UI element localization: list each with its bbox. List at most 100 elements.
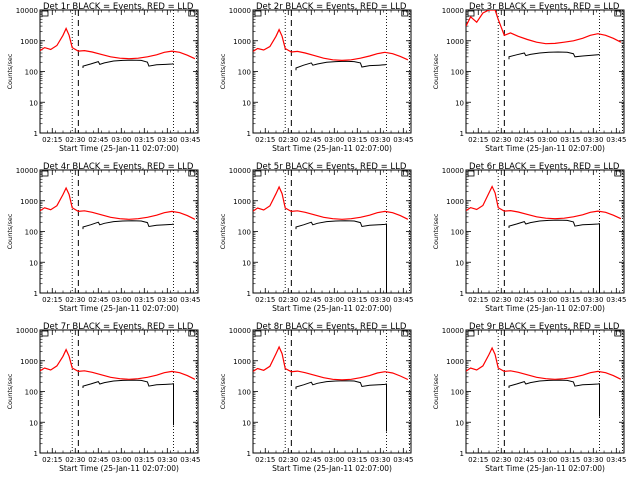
x-tick-label: 02:30 (491, 456, 511, 464)
lld-series-line (253, 28, 409, 62)
y-tick-label: 10 (242, 419, 251, 427)
x-axis-label: Start Time (25-Jan-11 02:07:00) (59, 144, 179, 153)
x-tick-label: 03:30 (157, 136, 177, 144)
y-tick-label: 1 (247, 130, 251, 138)
x-tick-label: 02:45 (301, 136, 321, 144)
y-tick-label: 10 (242, 99, 251, 107)
x-tick-label: 03:30 (370, 456, 390, 464)
y-tick-label: 10000 (16, 327, 38, 335)
x-tick-label: 03:30 (583, 136, 603, 144)
x-tick-label: 03:45 (393, 136, 413, 144)
y-tick-label: 10 (242, 259, 251, 267)
x-tick-label: 03:00 (111, 296, 131, 304)
x-tick-label: 02:30 (278, 296, 298, 304)
corner-marker (41, 10, 49, 17)
x-tick-label: 02:45 (88, 456, 108, 464)
x-tick-label: 02:30 (65, 136, 85, 144)
x-tick-label: 02:45 (88, 296, 108, 304)
x-tick-label: 02:15 (255, 456, 275, 464)
x-tick-label: 03:30 (157, 456, 177, 464)
x-tick-label: 02:15 (468, 456, 488, 464)
y-tick-label: 1 (460, 450, 464, 458)
y-tick-label: 10000 (442, 327, 464, 335)
events-series-line (295, 60, 387, 71)
x-tick-label: 02:45 (301, 456, 321, 464)
y-tick-label: 100 (238, 69, 251, 77)
y-axis-label: Counts/sec (219, 213, 227, 249)
events-series-line (82, 379, 174, 426)
x-tick-label: 02:30 (65, 296, 85, 304)
x-tick-label: 03:45 (393, 456, 413, 464)
x-tick-label: 03:00 (537, 456, 557, 464)
y-tick-label: 1 (34, 450, 38, 458)
x-tick-label: 02:30 (278, 456, 298, 464)
x-tick-label: 03:30 (370, 136, 390, 144)
events-series-line (508, 379, 600, 417)
y-tick-label: 100 (451, 389, 464, 397)
plot-frame (465, 329, 625, 454)
y-tick-label: 1 (247, 290, 251, 298)
corner-marker (188, 330, 196, 337)
panel-title: Det 6r BLACK = Events, RED = LLD (469, 162, 620, 172)
y-axis-label: Counts/sec (6, 373, 14, 409)
detector-panel-5: Det 5r BLACK = Events, RED = LLD 1 10 100 10… (219, 162, 413, 313)
x-tick-label: 02:45 (514, 456, 534, 464)
y-axis-label: Counts/sec (219, 53, 227, 89)
x-tick-label: 03:15 (134, 456, 154, 464)
y-tick-label: 10 (29, 419, 38, 427)
y-axis-label: Counts/sec (6, 213, 14, 249)
x-tick-label: 03:15 (347, 456, 367, 464)
corner-marker (401, 330, 409, 337)
x-tick-label: 03:00 (537, 136, 557, 144)
lld-series-line (253, 185, 409, 220)
x-axis-label: Start Time (25-Jan-11 02:07:00) (272, 144, 392, 153)
x-tick-label: 03:30 (583, 456, 603, 464)
x-axis-label: Start Time (25-Jan-11 02:07:00) (485, 304, 605, 313)
x-tick-label: 02:45 (514, 296, 534, 304)
x-tick-label: 03:45 (606, 456, 626, 464)
x-tick-label: 02:30 (491, 136, 511, 144)
corner-marker (614, 10, 622, 17)
plot-frame (252, 329, 412, 454)
events-series-line (508, 219, 600, 293)
x-tick-label: 03:45 (180, 456, 200, 464)
corner-marker (188, 170, 196, 177)
y-tick-label: 100 (238, 389, 251, 397)
plot-frame (39, 329, 199, 454)
x-tick-label: 02:15 (42, 456, 62, 464)
x-tick-label: 02:15 (468, 136, 488, 144)
y-tick-label: 10 (455, 99, 464, 107)
x-tick-label: 03:30 (370, 296, 390, 304)
x-tick-label: 03:00 (324, 136, 344, 144)
plot-frame (465, 169, 625, 294)
x-tick-label: 02:30 (65, 456, 85, 464)
corner-marker (614, 330, 622, 337)
lld-series-line (40, 27, 196, 60)
y-axis-label: Counts/sec (432, 213, 440, 249)
events-series-line (82, 220, 174, 230)
corner-marker (41, 170, 49, 177)
x-tick-label: 03:00 (111, 136, 131, 144)
x-axis-label: Start Time (25-Jan-11 02:07:00) (59, 304, 179, 313)
lld-series-line (40, 348, 196, 380)
x-axis-label: Start Time (25-Jan-11 02:07:00) (59, 464, 179, 473)
x-tick-label: 03:30 (583, 296, 603, 304)
y-tick-label: 100 (25, 229, 38, 237)
lld-series-line (466, 185, 622, 220)
y-tick-label: 100 (238, 229, 251, 237)
x-tick-label: 03:45 (180, 296, 200, 304)
y-tick-label: 1000 (446, 38, 464, 46)
corner-marker (254, 10, 262, 17)
events-series-line (295, 380, 387, 432)
y-axis-label: Counts/sec (6, 53, 14, 89)
y-tick-label: 1 (460, 290, 464, 298)
x-tick-label: 03:00 (324, 296, 344, 304)
x-tick-label: 02:15 (42, 296, 62, 304)
panel-title: Det 3r BLACK = Events, RED = LLD (469, 2, 620, 12)
y-tick-label: 10000 (442, 7, 464, 15)
x-tick-label: 02:45 (514, 136, 534, 144)
x-tick-label: 03:30 (157, 296, 177, 304)
x-tick-label: 02:15 (255, 296, 275, 304)
y-tick-label: 1000 (233, 38, 251, 46)
